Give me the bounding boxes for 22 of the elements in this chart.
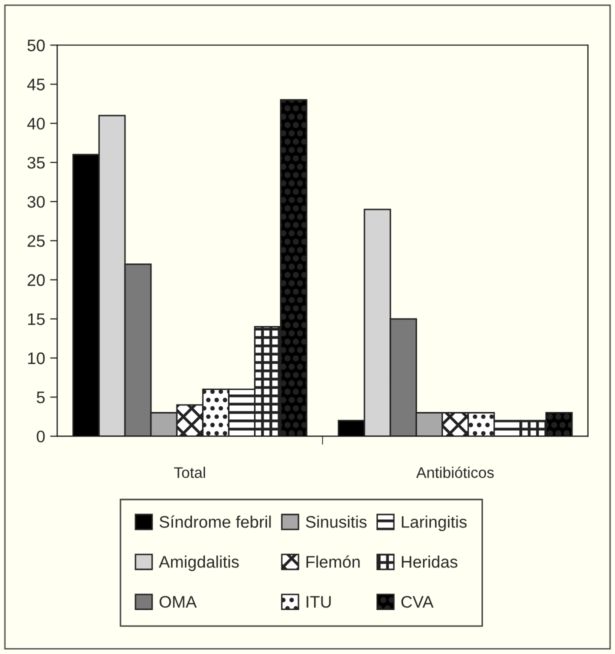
legend-label: OMA xyxy=(160,596,197,608)
y-tick-label: 5 xyxy=(36,392,45,404)
legend-label: Amigdalitis xyxy=(158,556,239,572)
legend-label: Laringitis xyxy=(402,516,467,532)
y-tick-label: 50 xyxy=(28,40,45,52)
y-tick-label: 25 xyxy=(28,235,45,247)
y-tick-label: 20 xyxy=(28,274,45,286)
y-tick-label: 30 xyxy=(27,196,45,208)
legend-label: Síndrome febril xyxy=(160,515,271,528)
y-tick-label: 10 xyxy=(28,352,45,364)
y-tick-label: 15 xyxy=(28,313,45,326)
legend-label: Sinusitis xyxy=(306,516,367,528)
legend-label: Flemón xyxy=(306,555,360,568)
x-tick-label: Antibióticos xyxy=(416,466,494,478)
x-tick-label: Total xyxy=(174,466,205,478)
y-tick-label: 35 xyxy=(27,156,45,169)
legend-label: Heridas xyxy=(402,556,458,568)
y-tick-label: 0 xyxy=(36,430,45,442)
legend-label: ITU xyxy=(306,596,331,608)
y-tick-label: 45 xyxy=(27,78,45,90)
y-tick-label: 40 xyxy=(27,118,45,130)
legend-label: CVA xyxy=(401,596,434,608)
